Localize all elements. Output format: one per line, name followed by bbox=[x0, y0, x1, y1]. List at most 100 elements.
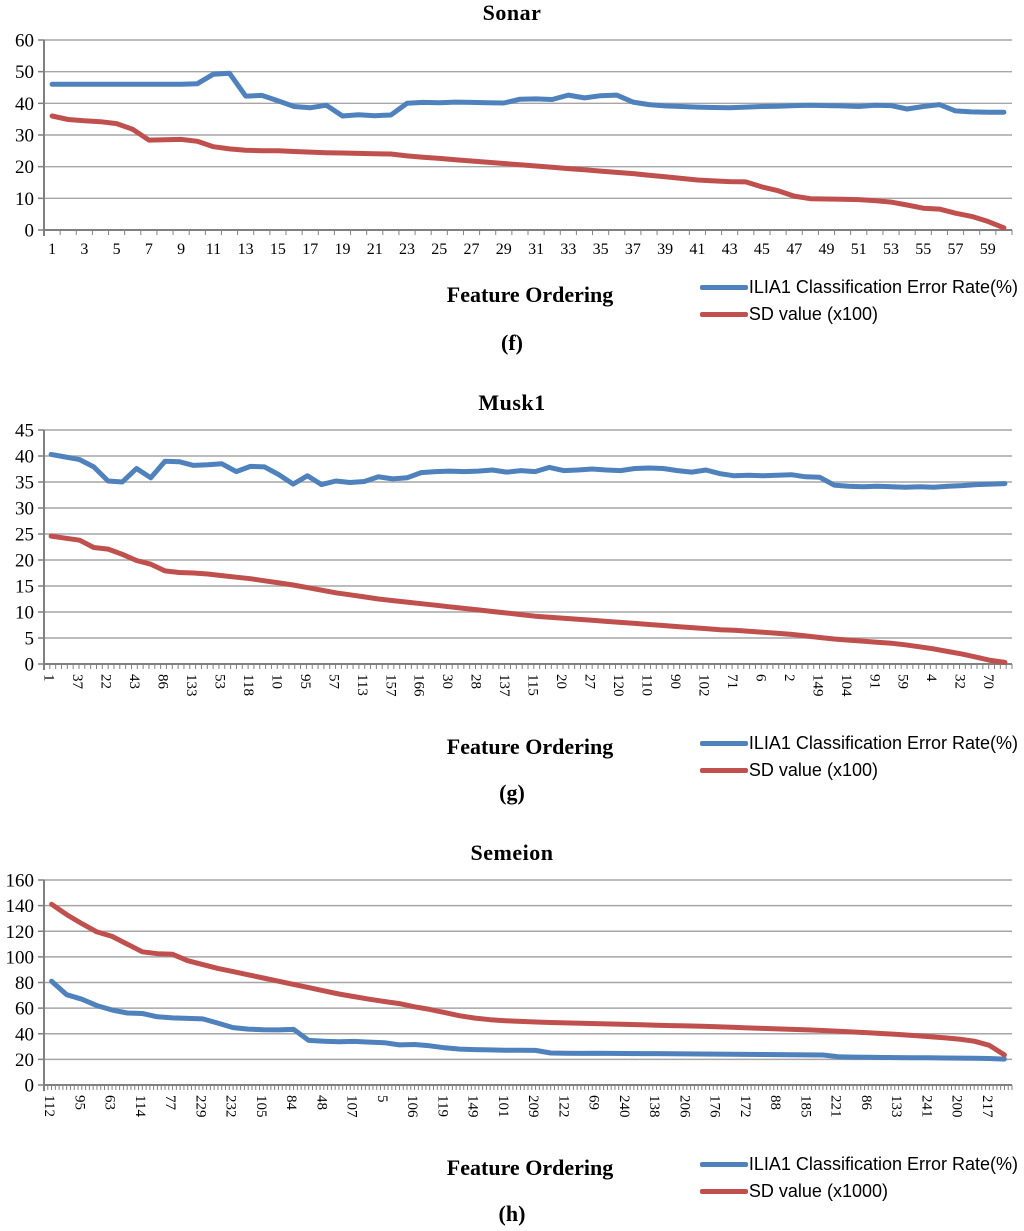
svg-text:21: 21 bbox=[367, 241, 383, 258]
svg-text:19: 19 bbox=[334, 241, 350, 258]
svg-text:160: 160 bbox=[6, 871, 35, 892]
svg-text:4: 4 bbox=[923, 674, 939, 682]
svg-text:88: 88 bbox=[767, 1095, 783, 1110]
x-axis-title: Feature Ordering bbox=[446, 282, 614, 307]
svg-text:70: 70 bbox=[980, 674, 996, 689]
svg-text:11: 11 bbox=[206, 241, 221, 258]
chart-caption-f: (f) bbox=[501, 330, 523, 355]
svg-text:5: 5 bbox=[113, 241, 121, 258]
svg-text:5: 5 bbox=[25, 629, 35, 650]
svg-text:120: 120 bbox=[610, 674, 626, 697]
chart-section-sonar: Sonar 60 50 40 30 20 10 0 1 3 5 7 9 11 13 15 17 19 21 23 25… bbox=[0, 0, 1024, 360]
svg-text:157: 157 bbox=[382, 674, 398, 697]
svg-text:166: 166 bbox=[411, 674, 427, 697]
svg-text:13: 13 bbox=[238, 241, 254, 258]
svg-text:30: 30 bbox=[439, 674, 455, 689]
svg-text:113: 113 bbox=[354, 674, 370, 696]
legend-label: SD value (x100) bbox=[748, 304, 878, 324]
chart-footer: Feature Ordering ILIA1 Classification Er… bbox=[0, 274, 1024, 330]
svg-text:91: 91 bbox=[866, 674, 882, 689]
blue-line-swatch bbox=[699, 741, 748, 746]
svg-text:17: 17 bbox=[302, 241, 318, 258]
svg-text:100: 100 bbox=[6, 947, 35, 968]
svg-text:28: 28 bbox=[468, 674, 484, 689]
legend-item: ILIA1 Classification Error Rate(%) bbox=[699, 274, 1018, 301]
svg-text:120: 120 bbox=[6, 922, 35, 943]
svg-text:95: 95 bbox=[297, 674, 313, 689]
svg-text:57: 57 bbox=[325, 674, 341, 690]
svg-text:45: 45 bbox=[754, 241, 770, 258]
chart-title-musk1: Musk1 bbox=[478, 390, 546, 415]
chart-caption-h: (h) bbox=[498, 1201, 526, 1226]
svg-text:10: 10 bbox=[15, 189, 34, 210]
svg-text:29: 29 bbox=[496, 241, 512, 258]
svg-text:112: 112 bbox=[41, 1095, 57, 1117]
svg-text:149: 149 bbox=[465, 1095, 481, 1118]
svg-text:229: 229 bbox=[192, 1095, 208, 1118]
svg-text:33: 33 bbox=[560, 241, 576, 258]
svg-text:77: 77 bbox=[162, 1095, 178, 1111]
svg-text:30: 30 bbox=[15, 499, 34, 520]
svg-text:2: 2 bbox=[781, 674, 797, 682]
svg-text:39: 39 bbox=[657, 241, 673, 258]
red-line-swatch bbox=[699, 1189, 748, 1194]
svg-text:71: 71 bbox=[724, 674, 740, 689]
svg-text:53: 53 bbox=[211, 674, 227, 689]
svg-text:106: 106 bbox=[404, 1095, 420, 1118]
svg-text:137: 137 bbox=[496, 674, 512, 697]
svg-text:138: 138 bbox=[646, 1095, 662, 1118]
svg-text:0: 0 bbox=[25, 1076, 35, 1097]
legend-label: SD value (x1000) bbox=[748, 1181, 888, 1201]
chart-title-sonar: Sonar bbox=[482, 0, 542, 25]
svg-text:48: 48 bbox=[313, 1095, 329, 1110]
svg-text:172: 172 bbox=[737, 1095, 753, 1118]
svg-text:5: 5 bbox=[374, 1095, 390, 1103]
svg-text:10: 10 bbox=[15, 603, 34, 624]
svg-text:35: 35 bbox=[15, 473, 34, 494]
legend: ILIA1 Classification Error Rate(%) SD va… bbox=[699, 1151, 1018, 1205]
svg-text:15: 15 bbox=[15, 577, 34, 598]
legend-item: SD value (x100) bbox=[699, 301, 1018, 328]
svg-text:6: 6 bbox=[752, 674, 768, 682]
svg-text:217: 217 bbox=[979, 1095, 995, 1118]
svg-text:206: 206 bbox=[676, 1095, 692, 1118]
svg-text:20: 20 bbox=[15, 157, 34, 178]
svg-text:10: 10 bbox=[268, 674, 284, 689]
svg-text:101: 101 bbox=[495, 1095, 511, 1118]
svg-text:209: 209 bbox=[525, 1095, 541, 1118]
svg-text:241: 241 bbox=[918, 1095, 934, 1118]
svg-text:1: 1 bbox=[41, 674, 57, 682]
svg-text:90: 90 bbox=[667, 674, 683, 689]
svg-text:110: 110 bbox=[639, 674, 655, 696]
svg-text:40: 40 bbox=[15, 94, 34, 115]
svg-text:140: 140 bbox=[6, 896, 35, 917]
svg-text:115: 115 bbox=[525, 674, 541, 696]
svg-text:105: 105 bbox=[253, 1095, 269, 1118]
svg-text:119: 119 bbox=[434, 1095, 450, 1117]
svg-text:32: 32 bbox=[952, 674, 968, 689]
svg-text:232: 232 bbox=[223, 1095, 239, 1118]
legend: ILIA1 Classification Error Rate(%) SD va… bbox=[699, 730, 1018, 784]
svg-text:149: 149 bbox=[809, 674, 825, 697]
svg-text:86: 86 bbox=[155, 674, 171, 690]
svg-text:20: 20 bbox=[15, 551, 34, 572]
legend-label: ILIA1 Classification Error Rate(%) bbox=[748, 1154, 1018, 1174]
svg-text:55: 55 bbox=[915, 241, 931, 258]
legend-item: SD value (x1000) bbox=[699, 1178, 1018, 1205]
blue-line-swatch bbox=[699, 285, 748, 290]
svg-text:51: 51 bbox=[851, 241, 867, 258]
svg-text:114: 114 bbox=[132, 1095, 148, 1117]
svg-text:86: 86 bbox=[858, 1095, 874, 1111]
svg-text:104: 104 bbox=[838, 674, 854, 697]
svg-text:45: 45 bbox=[15, 421, 34, 442]
svg-text:0: 0 bbox=[25, 221, 35, 242]
svg-text:41: 41 bbox=[689, 241, 705, 258]
legend-label: ILIA1 Classification Error Rate(%) bbox=[748, 277, 1018, 297]
svg-text:40: 40 bbox=[15, 447, 34, 468]
svg-text:20: 20 bbox=[15, 1050, 34, 1071]
chart-section-musk1: Musk1 45 40 35 30 25 20 15 10 5 0 1 37 22 43 86 133 53 11… bbox=[0, 390, 1024, 810]
legend-item: ILIA1 Classification Error Rate(%) bbox=[699, 730, 1018, 757]
chart-footer: Feature Ordering ILIA1 Classification Er… bbox=[0, 1151, 1024, 1201]
